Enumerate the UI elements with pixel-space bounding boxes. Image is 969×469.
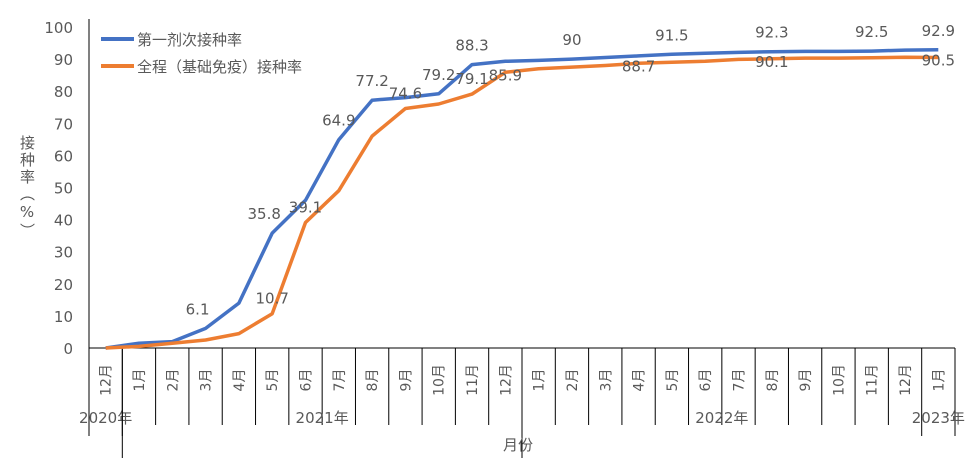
legend-label: 第一剂次接种率 <box>137 31 242 49</box>
data-label: 92.5 <box>855 23 888 41</box>
x-category-label: 11月 <box>465 364 481 396</box>
data-label: 79.2 <box>422 66 455 84</box>
series-line-1 <box>105 48 939 350</box>
data-label: 88.7 <box>622 57 655 75</box>
y-tick-label: 80 <box>54 83 73 101</box>
year-label: 2020年 <box>79 409 132 427</box>
x-category-label: 3月 <box>199 369 215 392</box>
x-category-label: 7月 <box>332 369 348 392</box>
data-label: 92.3 <box>755 24 788 42</box>
y-tick-label: 40 <box>54 212 73 230</box>
year-label: 2021年 <box>296 409 349 427</box>
x-category-label: 2月 <box>565 369 581 392</box>
y-axis-title: 接种率（%） <box>18 135 36 240</box>
year-label: 2023年 <box>912 409 965 427</box>
x-category-label: 12月 <box>99 364 115 396</box>
data-label: 35.8 <box>247 205 280 223</box>
series-lines <box>105 48 939 350</box>
data-label: 39.1 <box>289 198 322 216</box>
x-category-label: 7月 <box>732 369 748 392</box>
x-category-label: 3月 <box>598 369 614 392</box>
x-category-label: 1月 <box>132 369 148 392</box>
x-category-label: 10月 <box>432 364 448 396</box>
y-tick-label: 10 <box>54 308 73 326</box>
data-label: 88.3 <box>455 37 488 55</box>
x-category-label: 4月 <box>232 369 248 392</box>
data-label: 74.6 <box>389 85 422 103</box>
x-category-label: 2月 <box>165 369 181 392</box>
x-category-label: 4月 <box>632 369 648 392</box>
x-category-label: 1月 <box>931 369 947 392</box>
data-label: 90.1 <box>755 53 788 71</box>
x-category-label: 5月 <box>265 369 281 392</box>
data-label: 90.5 <box>922 51 955 69</box>
data-label: 6.1 <box>186 300 210 318</box>
data-label: 90 <box>562 31 581 49</box>
y-tick-label: 90 <box>54 51 73 69</box>
x-axis-categories: 12月 1月 2月 3月 4月 5月 6月 7月 8月 9月 10月 11月 12月 1月 2月 3月 4月 5月… <box>79 348 965 458</box>
y-tick-label: 100 <box>44 19 73 37</box>
data-label: 79.1 <box>455 70 488 88</box>
data-label: 91.5 <box>655 26 688 44</box>
x-category-label: 1月 <box>532 369 548 392</box>
x-category-label: 8月 <box>765 369 781 392</box>
x-category-label: 11月 <box>865 364 881 396</box>
data-label: 85.9 <box>489 66 522 84</box>
y-tick-label: 0 <box>63 340 73 358</box>
x-category-label: 12月 <box>898 364 914 396</box>
legend-label: 全程（基础免疫）接种率 <box>137 58 302 76</box>
x-category-label: 9月 <box>398 369 414 392</box>
x-category-label: 5月 <box>665 369 681 392</box>
data-labels: 6.1 35.8 64.9 77.2 79.288.3 90 91.5 92.3 92.5 92.… <box>186 22 955 319</box>
x-category-label: 12月 <box>498 364 514 396</box>
data-label: 64.9 <box>322 112 355 130</box>
x-category-label: 8月 <box>365 369 381 392</box>
x-category-label: 9月 <box>798 369 814 392</box>
x-axis-title: 月份 <box>503 436 533 454</box>
y-tick-label: 70 <box>54 115 73 133</box>
x-category-label: 6月 <box>698 369 714 392</box>
data-label: 77.2 <box>355 72 388 90</box>
y-axis-ticks: 0 10 20 30 40 50 60 70 80 90 100 <box>44 19 73 358</box>
y-tick-label: 20 <box>54 276 73 294</box>
data-label: 92.9 <box>922 22 955 40</box>
y-tick-label: 30 <box>54 244 73 262</box>
data-label: 10.7 <box>255 290 288 308</box>
y-tick-label: 50 <box>54 180 73 198</box>
year-label: 2022年 <box>695 409 748 427</box>
x-category-label: 6月 <box>299 369 315 392</box>
x-category-label: 10月 <box>831 364 847 396</box>
series-line-2 <box>105 55 939 350</box>
y-tick-label: 60 <box>54 147 73 165</box>
